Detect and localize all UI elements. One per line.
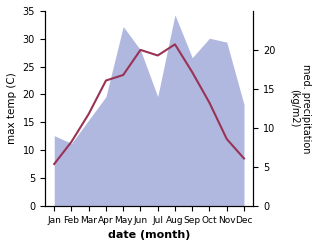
Y-axis label: med. precipitation
(kg/m2): med. precipitation (kg/m2)	[289, 64, 311, 153]
X-axis label: date (month): date (month)	[108, 230, 190, 240]
Y-axis label: max temp (C): max temp (C)	[7, 72, 17, 144]
